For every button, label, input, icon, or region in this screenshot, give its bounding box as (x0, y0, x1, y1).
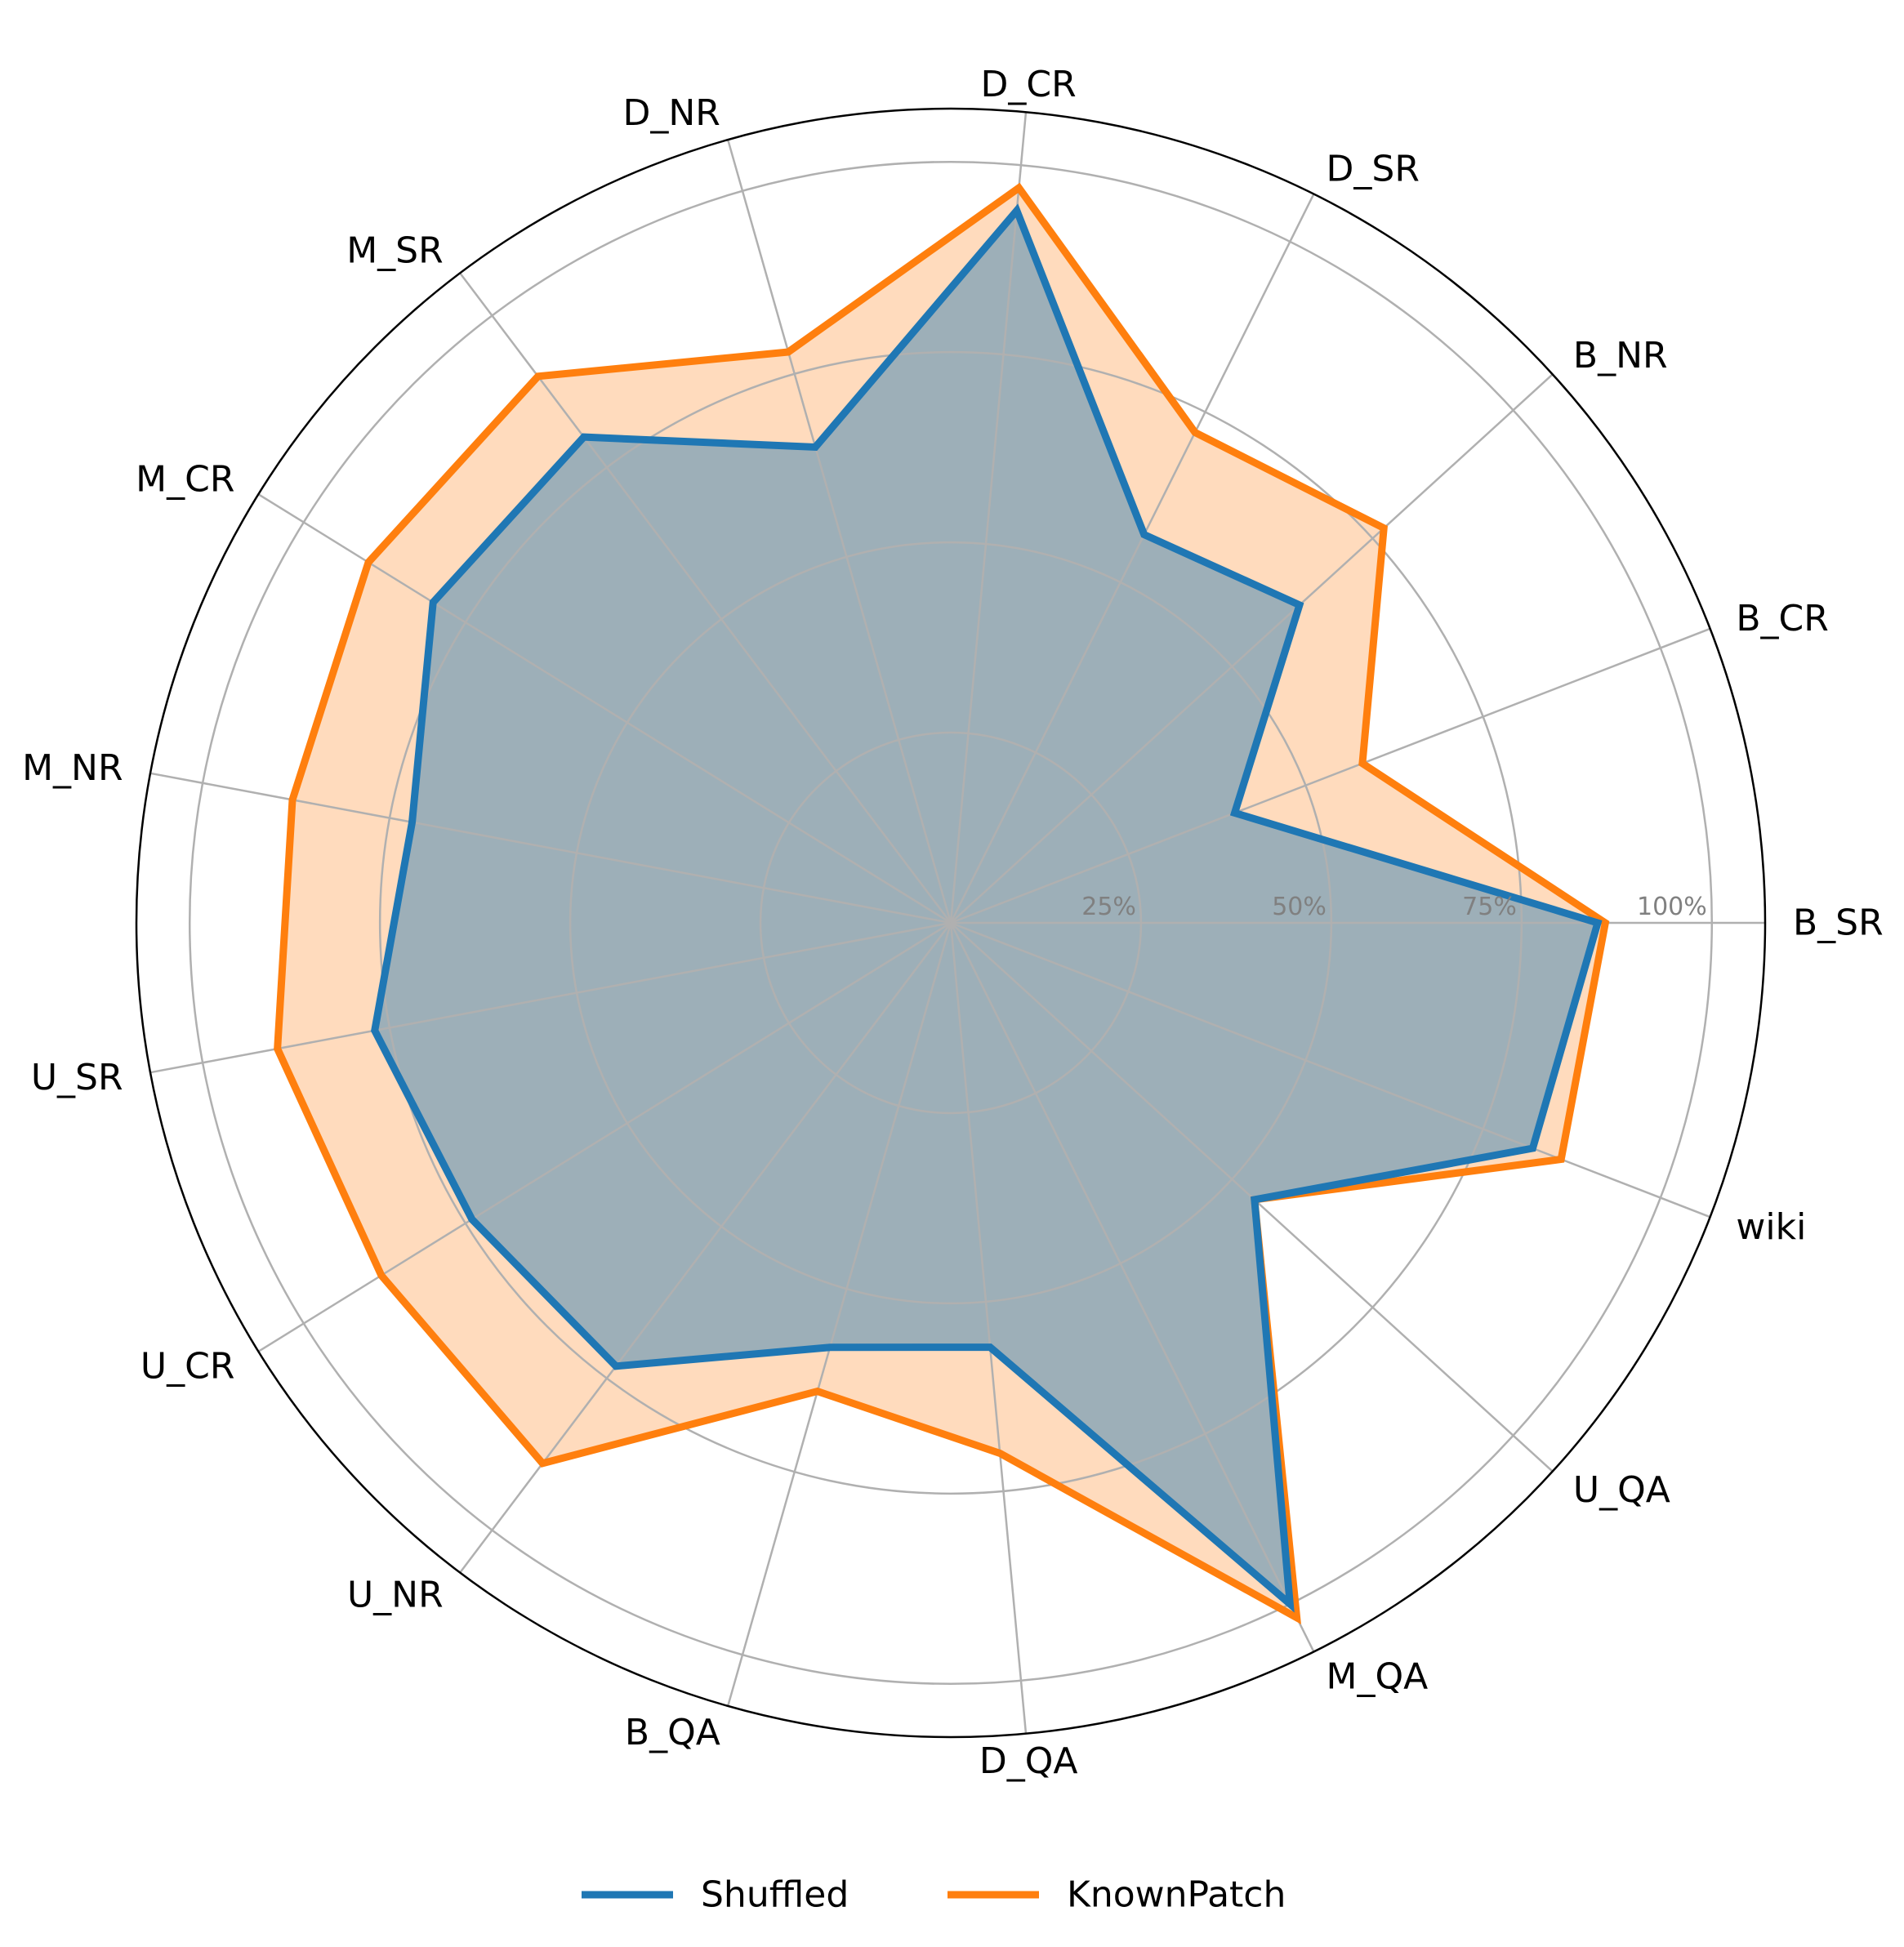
spoke-b_nr (950, 373, 1554, 924)
spoke-b_cr (950, 627, 1711, 924)
category-label: U_NR (347, 1574, 444, 1615)
category-label: M_CR (136, 459, 234, 501)
spoke-m_nr (149, 772, 952, 924)
category-label: M_QA (1327, 1655, 1429, 1697)
series-line-layer (274, 182, 1610, 1624)
category-label: B_QA (625, 1712, 720, 1753)
category-label: U_SR (31, 1057, 123, 1098)
category-label: D_SR (1327, 149, 1420, 190)
series-fill-knownpatch (277, 188, 1606, 1618)
series-line-shuffled (371, 203, 1603, 1613)
category-label: D_CR (981, 64, 1077, 105)
category-label: M_NR (22, 747, 123, 789)
category-label: M_SR (346, 230, 443, 272)
spoke-d_sr (949, 193, 1315, 924)
legend-label-shuffled: Shuffled (701, 1874, 849, 1916)
spoke-m_cr (257, 493, 952, 924)
category-label: D_QA (979, 1740, 1078, 1782)
category-label: B_NR (1573, 335, 1668, 376)
spoke-b_qa (726, 922, 952, 1707)
spoke-u_cr (257, 921, 952, 1352)
spoke-d_qa (949, 922, 1028, 1734)
ring-tick-label: 75% (1462, 893, 1517, 921)
ring-tick-label: 50% (1272, 893, 1327, 921)
category-label: U_QA (1573, 1469, 1670, 1511)
series-line-knownpatch (274, 182, 1610, 1624)
legend-label-knownpatch: KnownPatch (1067, 1874, 1286, 1916)
spoke-u_sr (149, 921, 952, 1074)
spoke-d_nr (726, 139, 952, 924)
series-fill-overlap (374, 210, 1599, 1605)
label-layer: 25% 50% 75% 100% B_SR B_CR B_NR D_SR D_CR D_NR M_S… (22, 64, 1884, 1782)
category-label: B_SR (1793, 902, 1884, 944)
category-label: B_CR (1736, 598, 1828, 639)
grid-layer (135, 107, 1767, 1739)
spoke-d_cr (949, 112, 1028, 924)
ring-tick-label: 100% (1637, 893, 1707, 921)
outer-frame (135, 107, 1767, 1739)
series-fill-shuffled (374, 210, 1599, 1605)
spoke-m_qa (949, 922, 1315, 1653)
legend: Shuffled KnownPatch (582, 1874, 1286, 1916)
ring-tick-label: 25% (1081, 893, 1136, 921)
spoke-m_sr (459, 272, 952, 924)
spoke-wiki (950, 921, 1711, 1219)
series-fill-layer (277, 188, 1606, 1618)
category-label: wiki (1736, 1206, 1806, 1248)
category-label: U_CR (140, 1345, 235, 1387)
category-label: D_NR (622, 92, 720, 134)
